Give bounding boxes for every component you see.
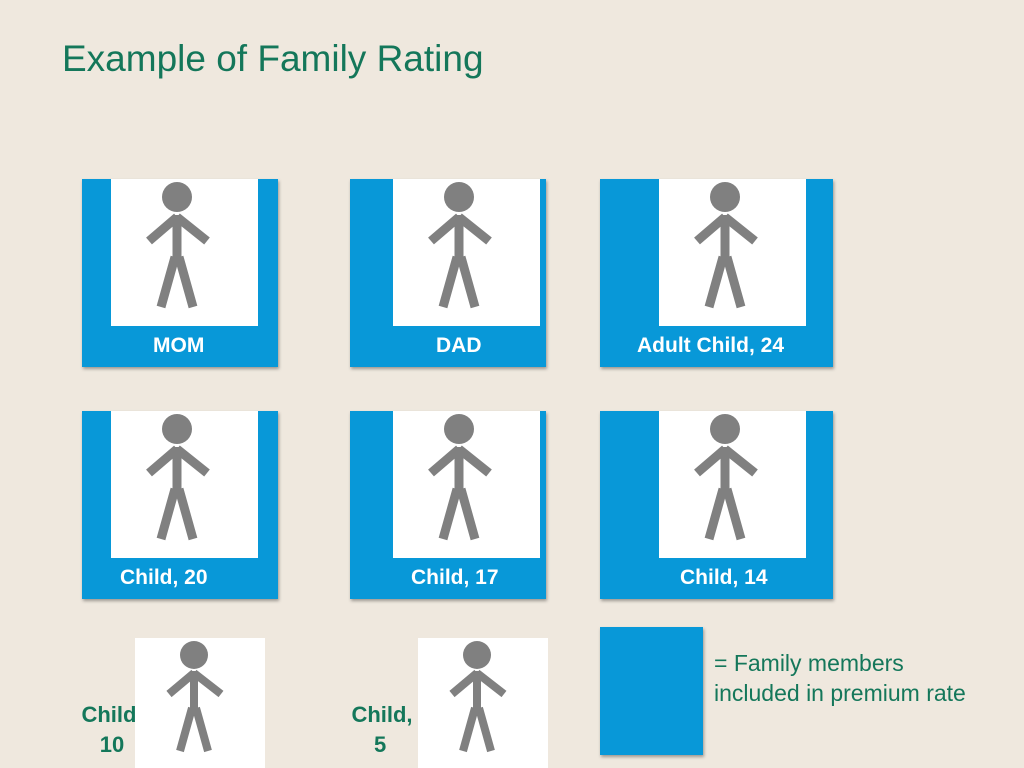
uncovered-member-label: Child, 5: [342, 700, 422, 760]
label-line-2: 10: [99, 732, 125, 757]
member-label: MOM: [153, 334, 205, 357]
person-icon: [428, 414, 492, 541]
member-photo: [393, 179, 540, 326]
uncovered-member-label: Child, 10: [72, 700, 152, 760]
person-icon: [428, 182, 492, 309]
member-label: Child, 14: [680, 566, 768, 589]
person-icon: [146, 414, 210, 541]
family-member-card-child-17: Child, 17: [350, 411, 546, 599]
member-label: Adult Child, 24: [637, 334, 784, 357]
family-member-card-adult-child-24: Adult Child, 24: [600, 179, 833, 367]
uncovered-member-photo: [418, 638, 548, 768]
member-label: Child, 20: [120, 566, 208, 589]
member-photo: [393, 411, 540, 558]
member-photo: [659, 179, 806, 326]
legend-swatch: [600, 627, 703, 755]
family-member-card-child-14: Child, 14: [600, 411, 833, 599]
person-icon: [166, 641, 224, 753]
member-label: Child, 17: [411, 566, 499, 589]
label-line-1: Child,: [81, 702, 143, 727]
member-photo: [111, 179, 258, 326]
family-member-card-mom: MOM: [82, 179, 278, 367]
page-title: Example of Family Rating: [62, 38, 484, 79]
label-line-2: 5: [374, 732, 387, 757]
label-line-1: Child,: [351, 702, 413, 727]
member-photo: [659, 411, 806, 558]
person-icon: [146, 182, 210, 309]
person-icon: [449, 641, 507, 753]
member-label: DAD: [436, 334, 482, 357]
person-icon: [694, 414, 758, 541]
family-member-card-child-20: Child, 20: [82, 411, 278, 599]
uncovered-member-photo: [135, 638, 265, 768]
person-icon: [694, 182, 758, 309]
member-photo: [111, 411, 258, 558]
family-member-card-dad: DAD: [350, 179, 546, 367]
legend-text: = Family members included in premium rat…: [714, 650, 966, 706]
